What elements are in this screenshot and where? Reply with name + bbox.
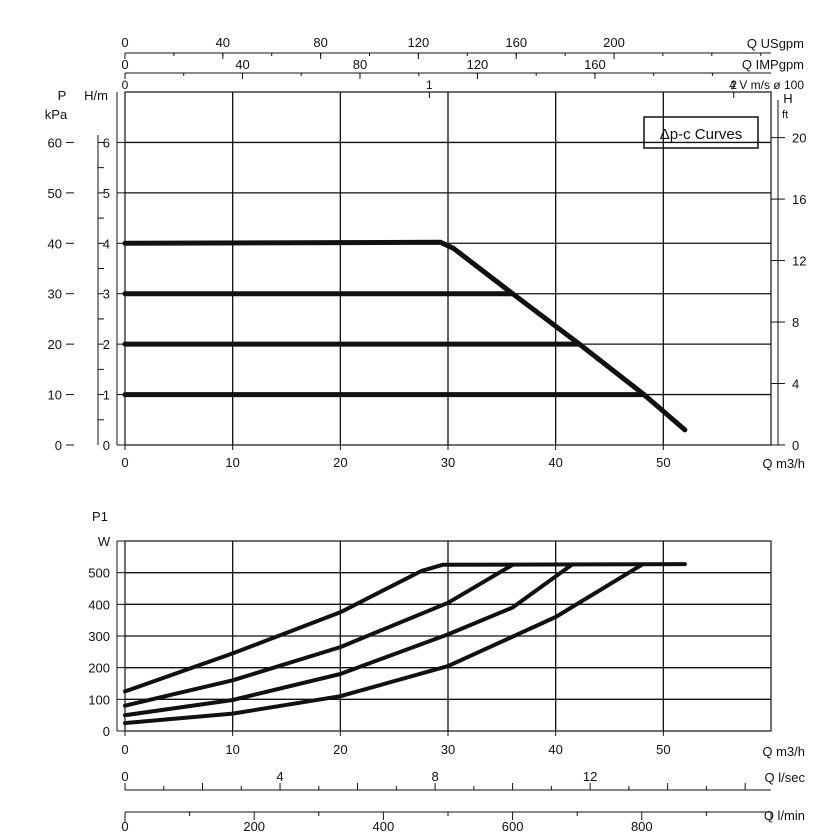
head-m-tick-label-0: 0 [103, 438, 110, 453]
head-ft-tick-label-0: 0 [792, 438, 799, 453]
curve-type-title: Δp-c Curves [660, 126, 743, 143]
power-tick-label-5: 500 [88, 566, 110, 581]
power-tick-label-0: 0 [103, 724, 110, 739]
head-m-tick-label-6: 6 [103, 135, 110, 150]
pressure-tick-label-3: 30 [48, 287, 62, 302]
head-ft-axis-label: H [783, 91, 792, 106]
pressure-tick-label-0: 0 [55, 438, 62, 453]
velocity-axis-tick-label-1: 1 [426, 78, 433, 92]
lmin-tick-label-1: 200 [243, 819, 265, 834]
pressure-tick-label-4: 40 [48, 236, 62, 251]
bottom-x-tick-label-0: 0 [121, 742, 128, 757]
usgpm-axis-tick-label-5: 200 [603, 35, 625, 50]
lsec-tick-label-2: 8 [431, 769, 438, 784]
usgpm-axis-tick-label-0: 0 [121, 35, 128, 50]
head-m-axis-label: H/m [84, 88, 108, 103]
lmin-tick-label-2: 400 [373, 819, 395, 834]
usgpm-axis-tick-label-1: 40 [216, 35, 230, 50]
power-tick-label-1: 100 [88, 692, 110, 707]
head-m-tick-label-2: 2 [103, 337, 110, 352]
impgpm-axis-label: Q IMPgpm [742, 57, 804, 72]
velocity-axis-label: 4 V m/s ø 100 [729, 78, 804, 92]
lmin-tick-label-0: 0 [121, 819, 128, 834]
bottom-x-tick-label-2: 20 [333, 742, 347, 757]
impgpm-axis-tick-label-4: 160 [584, 57, 606, 72]
head-ft-axis-unit: ft [782, 109, 788, 121]
top-x-tick-label-4: 40 [548, 455, 562, 470]
power-curve-1 [123, 562, 687, 694]
bottom-x-tick-label-1: 10 [225, 742, 239, 757]
power-curve-3 [123, 562, 574, 718]
dp-curve-1 [122, 239, 688, 433]
usgpm-axis-tick-label-2: 80 [313, 35, 327, 50]
head-m-tick-label-5: 5 [103, 186, 110, 201]
bottom-x-tick-label-5: 50 [656, 742, 670, 757]
power-tick-label-2: 200 [88, 661, 110, 676]
impgpm-axis-tick-label-3: 120 [467, 57, 489, 72]
impgpm-axis-tick-label-0: 0 [121, 57, 128, 72]
head-ft-tick-label-2: 8 [792, 315, 799, 330]
head-m-tick-label-1: 1 [103, 388, 110, 403]
pressure-tick-label-5: 50 [48, 186, 62, 201]
bottom-x-tick-label-4: 40 [548, 742, 562, 757]
usgpm-axis-label: Q USgpm [747, 36, 804, 51]
impgpm-axis-tick-label-1: 40 [235, 57, 249, 72]
pressure-tick-label-2: 20 [48, 337, 62, 352]
top-x-tick-label-3: 30 [441, 455, 455, 470]
lsec-tick-label-1: 4 [276, 769, 283, 784]
top-x-tick-label-1: 10 [225, 455, 239, 470]
power-curve-2 [123, 562, 515, 708]
flow-axis-label-bottom: Q m3/h [762, 744, 805, 759]
velocity-axis-tick-label-2: 2 [730, 78, 737, 92]
impgpm-axis-tick-label-2: 80 [353, 57, 367, 72]
pressure-axis-label: P [58, 88, 67, 103]
power-curve-4 [123, 562, 644, 726]
lsec-axis-label: Q l/sec [765, 770, 806, 785]
flow-axis-label-top: Q m3/h [762, 456, 805, 471]
head-ft-tick-label-4: 16 [792, 192, 806, 207]
velocity-axis-tick-label-0: 0 [122, 78, 129, 92]
head-ft-tick-label-1: 4 [792, 377, 799, 392]
usgpm-axis-tick-label-4: 160 [505, 35, 527, 50]
pressure-axis-unit: kPa [45, 107, 68, 122]
lmin-tick-label-4: 800 [631, 819, 653, 834]
top-x-tick-label-0: 0 [121, 455, 128, 470]
head-ft-tick-label-5: 20 [792, 131, 806, 146]
bottom-x-tick-label-3: 30 [441, 742, 455, 757]
lsec-tick-label-0: 0 [121, 769, 128, 784]
head-m-tick-label-3: 3 [103, 287, 110, 302]
top-x-tick-label-5: 50 [656, 455, 670, 470]
power-tick-label-3: 300 [88, 629, 110, 644]
pressure-tick-label-1: 10 [48, 388, 62, 403]
pressure-tick-label-6: 60 [48, 135, 62, 150]
power-tick-label-4: 400 [88, 597, 110, 612]
usgpm-axis-tick-label-3: 120 [408, 35, 430, 50]
lmin-axis-label: Q l/min [764, 808, 805, 823]
head-ft-tick-label-3: 12 [792, 254, 806, 269]
head-m-tick-label-4: 4 [103, 236, 110, 251]
chart-marks: 0 10 20 30 40 5001234560102030405060048121620… [48, 35, 807, 834]
power-axis-label: P1 [92, 509, 108, 524]
power-axis-unit: W [98, 534, 111, 549]
top-x-tick-label-2: 20 [333, 455, 347, 470]
lsec-tick-label-3: 12 [583, 769, 597, 784]
lmin-tick-label-3: 600 [502, 819, 524, 834]
